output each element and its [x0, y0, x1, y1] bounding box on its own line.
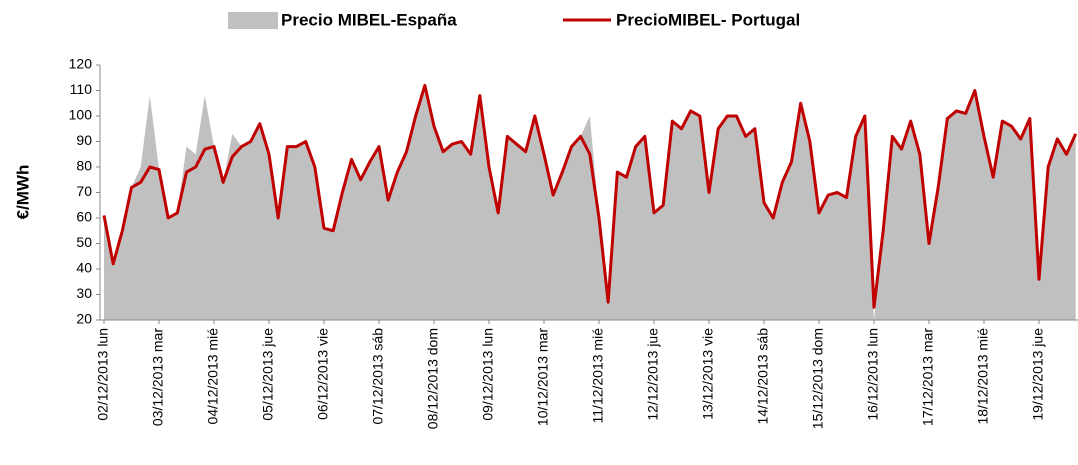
y-tick-label: 80: [76, 158, 92, 174]
x-tick-label: 10/12/2013 mar: [535, 328, 551, 426]
x-tick-label: 18/12/2013 mié: [975, 328, 991, 425]
y-tick-label: 90: [76, 132, 92, 148]
y-tick-label: 40: [76, 260, 92, 276]
x-tick-label: 13/12/2013 vie: [700, 328, 716, 420]
area: [104, 85, 1076, 321]
y-tick-label: 70: [76, 183, 92, 199]
x-tick-label: 04/12/2013 mié: [205, 328, 221, 425]
x-tick-label: 03/12/2013 mar: [150, 328, 166, 426]
y-tick-label: 120: [69, 56, 93, 72]
y-tick-label: 50: [76, 234, 92, 250]
x-tick-label: 06/12/2013 vie: [315, 328, 331, 420]
legend-label: PrecioMIBEL- Portugal: [616, 10, 800, 29]
y-tick-label: 110: [70, 81, 93, 97]
x-tick-label: 11/12/2013 mié: [590, 328, 606, 424]
x-tick-label: 05/12/2013 jue: [260, 328, 276, 421]
y-tick-label: 30: [76, 285, 92, 301]
x-tick-label: 08/12/2013 dom: [425, 328, 441, 429]
legend-swatch: [228, 12, 278, 29]
y-axis-title: €/MWh: [13, 165, 32, 220]
x-tick-label: 17/12/2013 mar: [920, 328, 936, 426]
y-tick-label: 60: [76, 209, 92, 225]
x-tick-label: 09/12/2013 lun: [480, 328, 496, 421]
line: [102, 83, 1078, 309]
legend-label: Precio MIBEL-España: [281, 10, 457, 29]
x-tick-label: 14/12/2013 sáb: [755, 328, 771, 425]
x-tick-label: 12/12/2013 jue: [645, 328, 661, 421]
x-tick-label: 16/12/2013 lun: [865, 328, 881, 421]
x-tick-label: 07/12/2013 sáb: [370, 328, 386, 425]
x-tick-label: 02/12/2013 lun: [95, 328, 111, 421]
x-tick-label: 15/12/2013 dom: [810, 328, 826, 429]
y-tick-label: 100: [69, 107, 93, 123]
x-tick-label: 19/12/2013 jue: [1030, 328, 1046, 421]
y-tick-label: 20: [76, 311, 92, 327]
